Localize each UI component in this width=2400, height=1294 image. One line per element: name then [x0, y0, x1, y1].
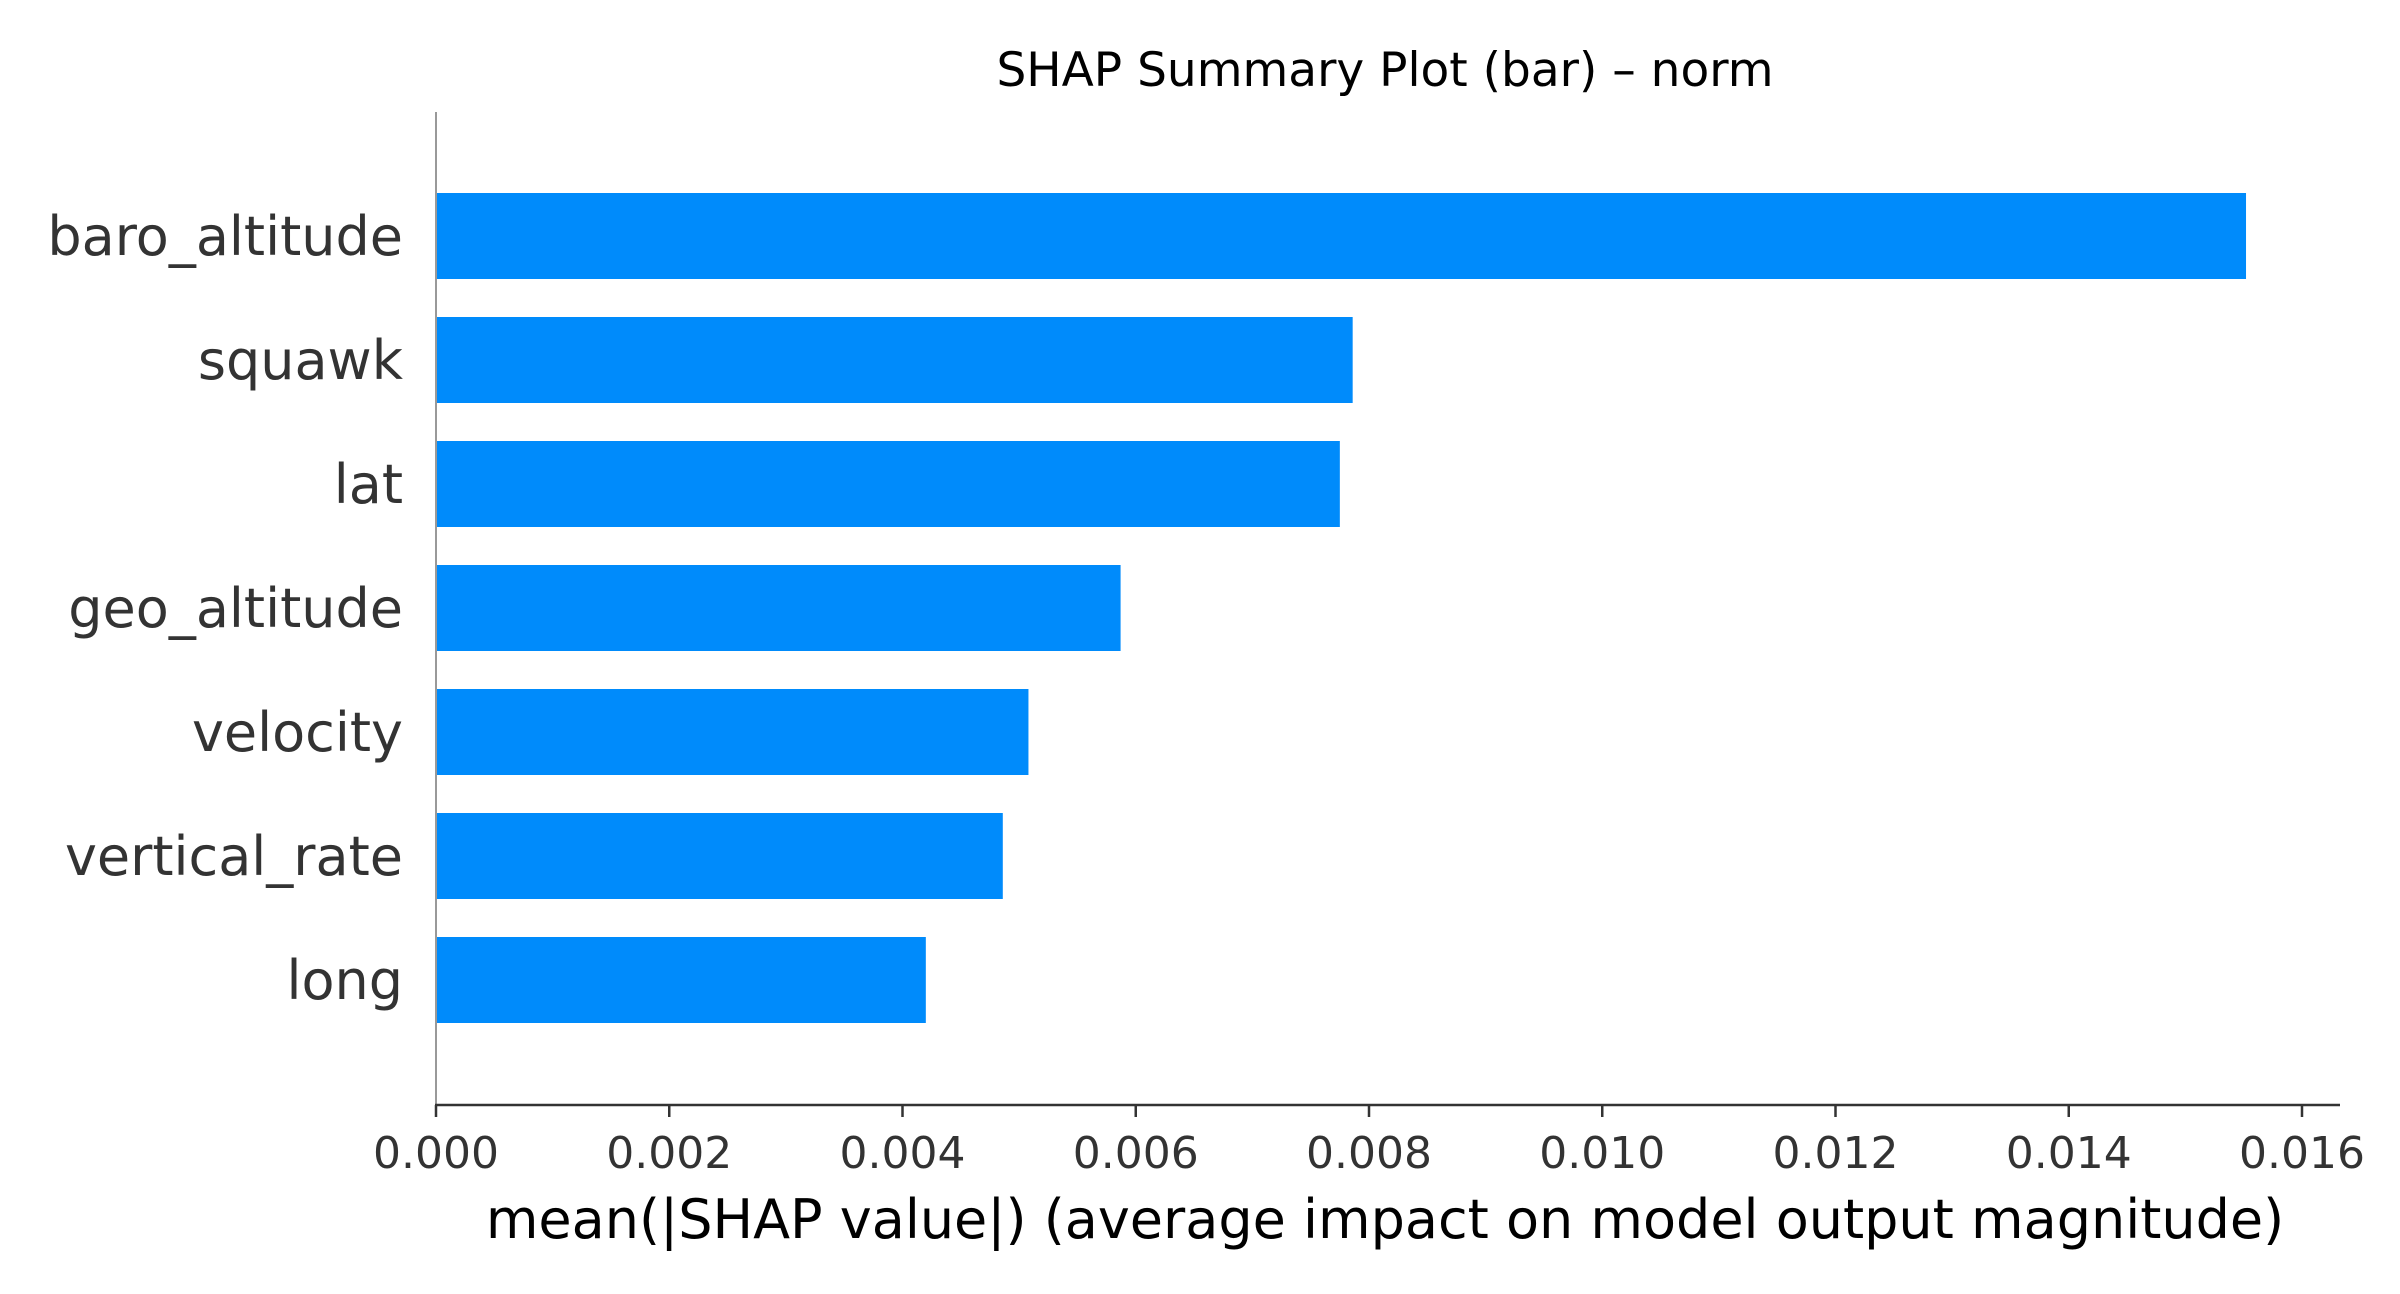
bar-baro-altitude: [436, 193, 2247, 279]
feature-label-vertical-rate: vertical_rate: [65, 825, 403, 888]
feature-label-squawk: squawk: [198, 329, 404, 392]
bar-velocity: [436, 689, 1029, 775]
x-tick-label: 0.002: [606, 1128, 732, 1179]
bar-squawk: [436, 317, 1353, 403]
feature-label-long: long: [286, 949, 403, 1012]
feature-label-geo-altitude: geo_altitude: [68, 577, 403, 640]
feature-label-velocity: velocity: [192, 701, 403, 764]
x-tick-label: 0.006: [1073, 1128, 1199, 1179]
chart-title: SHAP Summary Plot (bar) – norm: [996, 43, 1773, 98]
x-ticks-group: 0.000 0.002 0.004 0.006 0.008 0.010 0.012 0.014…: [373, 1105, 2365, 1179]
x-tick-label: 0.014: [2006, 1128, 2132, 1179]
bar-geo-altitude: [436, 565, 1121, 651]
x-tick-label: 0.008: [1306, 1128, 1432, 1179]
feature-label-baro-altitude: baro_altitude: [47, 205, 403, 268]
x-tick-label: 0.004: [840, 1128, 966, 1179]
x-tick-label: 0.010: [1539, 1128, 1665, 1179]
bar-long: [436, 937, 926, 1023]
bars-group: [436, 193, 2247, 1023]
feature-label-lat: lat: [334, 453, 403, 516]
bar-vertical-rate: [436, 813, 1003, 899]
x-tick-label: 0.000: [373, 1128, 499, 1179]
x-tick-label: 0.012: [1773, 1128, 1899, 1179]
x-tick-label: 0.016: [2239, 1128, 2365, 1179]
bar-lat: [436, 441, 1340, 527]
x-axis-label: mean(|SHAP value|) (average impact on mo…: [486, 1188, 2284, 1251]
